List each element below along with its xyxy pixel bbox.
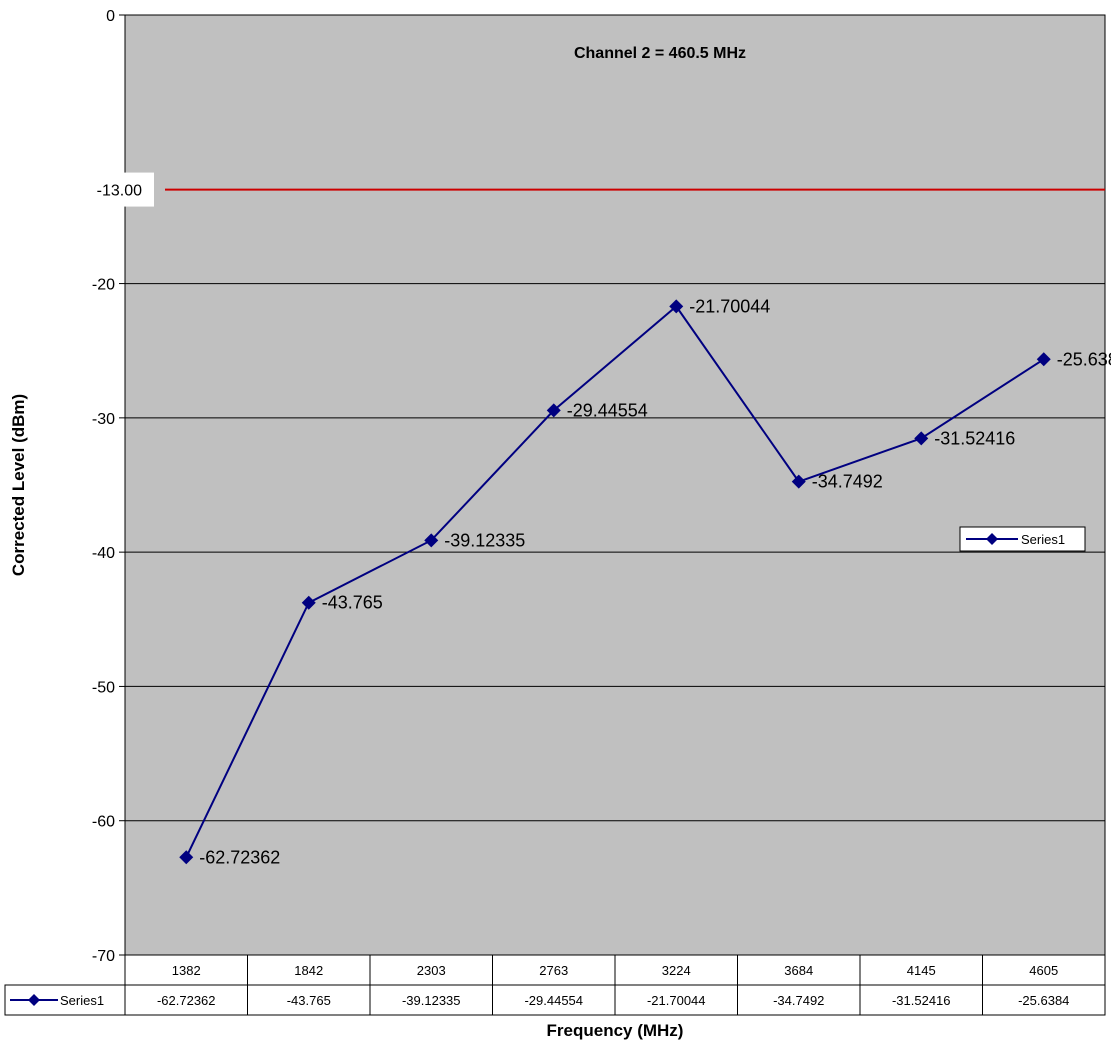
data-table-header-cell	[859, 954, 983, 986]
x-tick-label: 4145	[907, 963, 936, 978]
x-tick-label: 3684	[784, 963, 813, 978]
data-table-header-cell	[124, 954, 248, 986]
data-table-value-cell	[614, 984, 738, 1016]
y-tick-label: -70	[92, 948, 115, 965]
data-table-key-marker	[28, 994, 40, 1006]
data-table-value: -43.765	[287, 993, 331, 1008]
x-tick-label: 4605	[1029, 963, 1058, 978]
data-table-value-cell	[247, 984, 371, 1016]
data-table: Series1 1382 -62.72362 1842 -43.765 2303 -39.…	[4, 954, 1106, 1016]
x-tick-label: 1842	[294, 963, 323, 978]
data-point-marker	[669, 299, 684, 314]
data-label: -29.44554	[567, 400, 648, 420]
data-table-value: -29.44554	[524, 993, 583, 1008]
x-axis-title: Frequency (MHz)	[547, 1021, 684, 1040]
data-table-header-cell	[737, 954, 861, 986]
data-label: -21.70044	[689, 296, 770, 316]
data-point-marker	[1036, 352, 1051, 367]
data-label: -62.72362	[199, 847, 280, 867]
data-label: -43.765	[322, 593, 383, 613]
data-table-value-cell	[492, 984, 616, 1016]
data-point-marker	[179, 850, 194, 865]
plot-area	[124, 14, 1106, 956]
data-table-value-cell	[737, 984, 861, 1016]
data-table-value: -34.7492	[773, 993, 824, 1008]
data-table-value-cell	[369, 984, 493, 1016]
data-label: -31.52416	[934, 428, 1015, 448]
data-table-value-cell	[859, 984, 983, 1016]
y-tick-label: -50	[92, 679, 115, 696]
y-tick-label: -60	[92, 814, 115, 831]
y-tick-label: -20	[92, 277, 115, 294]
data-table-series-label: Series1	[60, 993, 104, 1008]
data-table-header-cell	[369, 954, 493, 986]
data-label: -25.6384	[1057, 349, 1111, 369]
data-label: -34.7492	[812, 472, 883, 492]
x-tick-label: 2303	[417, 963, 446, 978]
limit-label-box	[74, 172, 154, 207]
legend: Series1	[959, 526, 1086, 552]
data-table-value: -31.52416	[892, 993, 951, 1008]
data-table-value: -39.12335	[402, 993, 461, 1008]
legend-label: Series1	[1021, 532, 1065, 547]
data-point-marker	[791, 474, 806, 489]
data-point-marker	[914, 431, 929, 446]
data-point-marker	[424, 533, 439, 548]
x-tick-label: 2763	[539, 963, 568, 978]
x-tick-label: 3224	[662, 963, 691, 978]
data-table-value: -21.70044	[647, 993, 706, 1008]
chart-title: Channel 2 = 460.5 MHz	[574, 45, 746, 62]
data-table-value: -25.6384	[1018, 993, 1069, 1008]
data-table-header-cell	[982, 954, 1106, 986]
y-axis-title: Corrected Level (dBm)	[9, 394, 28, 576]
y-tick-label: -30	[92, 411, 115, 428]
data-point-marker	[546, 403, 561, 418]
data-table-value: -62.72362	[157, 993, 216, 1008]
y-tick-label: 0	[106, 8, 115, 25]
series-line	[185, 304, 1045, 858]
data-point-marker	[301, 595, 316, 610]
data-table-header-cell	[492, 954, 616, 986]
data-label: -39.12335	[444, 530, 525, 550]
x-tick-label: 1382	[172, 963, 201, 978]
limit-line-label: -13.00	[97, 183, 142, 200]
y-tick-label: -40	[92, 545, 115, 562]
legend-marker	[986, 533, 998, 545]
data-table-value-cell	[124, 984, 248, 1016]
data-table-value-cell	[982, 984, 1106, 1016]
